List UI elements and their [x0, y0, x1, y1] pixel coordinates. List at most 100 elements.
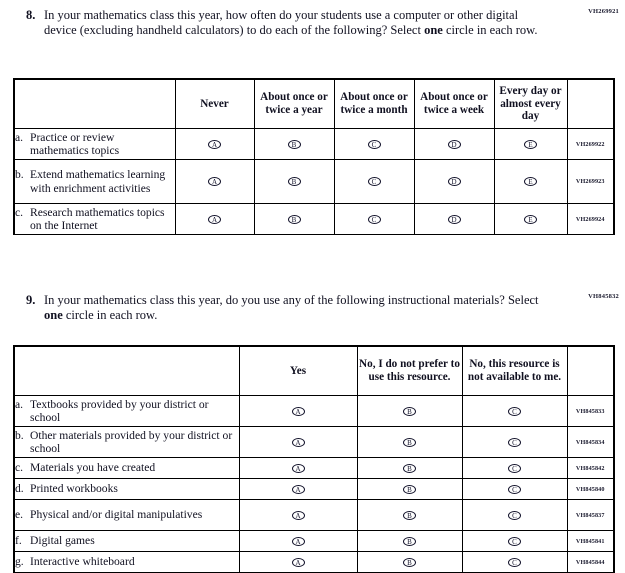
question-8-text-emphasis: one [424, 23, 443, 38]
row-label: Printed workbooks [30, 482, 118, 496]
response-option-cell-c[interactable]: C [333, 159, 415, 204]
response-option-cell-a[interactable]: A [238, 499, 358, 531]
row-item-label-cell: f. Digital games [13, 530, 240, 552]
response-bubble-b[interactable]: B [403, 406, 416, 416]
response-option-cell-a[interactable]: A [238, 551, 358, 573]
row-item-label-cell: c. Research mathematics topics on the Int… [13, 203, 176, 235]
response-option-cell-a[interactable]: A [238, 426, 358, 458]
response-bubble-b[interactable]: B [287, 177, 301, 187]
header-blank [13, 345, 240, 396]
response-option-cell-a[interactable]: A [174, 203, 255, 235]
response-bubble-a[interactable]: A [291, 510, 305, 520]
response-bubble-b[interactable]: B [403, 510, 416, 520]
response-bubble-b[interactable]: B [403, 437, 416, 447]
question-8-block: VH269921 8. In your mathematics class th… [0, 8, 625, 38]
response-bubble-c[interactable]: C [508, 484, 521, 494]
response-option-cell-b[interactable]: B [356, 426, 463, 458]
response-option-cell-c[interactable]: C [461, 395, 568, 427]
response-option-cell-a[interactable]: A [238, 530, 358, 552]
row-letter: c. [15, 461, 24, 475]
response-option-cell-e[interactable]: E [493, 159, 568, 204]
response-option-cell-b[interactable]: B [253, 159, 335, 204]
response-bubble-a[interactable]: A [291, 406, 305, 416]
response-option-cell-d[interactable]: D [413, 203, 495, 235]
header-code-column [566, 345, 615, 396]
response-bubble-c[interactable]: C [367, 177, 381, 187]
question-8-table-body: a. Practice or review mathematics topics A… [13, 128, 615, 235]
response-option-cell-d[interactable]: D [413, 128, 495, 160]
response-option-cell-c[interactable]: C [461, 478, 568, 500]
response-option-cell-b[interactable]: B [253, 128, 335, 160]
response-option-cell-c[interactable]: C [461, 499, 568, 531]
table-header-row: Never About once or twice a year About o… [13, 78, 615, 129]
row-letter: d. [15, 482, 24, 496]
question-9-text: In your mathematics class this year, do … [44, 293, 545, 323]
response-bubble-a[interactable]: A [208, 214, 221, 224]
response-option-cell-a[interactable]: A [174, 128, 255, 160]
response-bubble-c[interactable]: C [508, 463, 521, 473]
response-bubble-a[interactable]: A [291, 484, 305, 494]
response-bubble-c[interactable]: C [508, 510, 521, 520]
response-bubble-c[interactable]: C [508, 536, 521, 546]
response-bubble-d[interactable]: D [447, 214, 461, 224]
response-option-cell-e[interactable]: E [493, 128, 568, 160]
response-option-cell-a[interactable]: A [238, 478, 358, 500]
response-option-cell-b[interactable]: B [356, 499, 463, 531]
response-bubble-e[interactable]: E [524, 214, 537, 224]
header-code-column [566, 78, 615, 129]
row-item-code: VH845833 [566, 395, 615, 427]
response-option-cell-b[interactable]: B [356, 457, 463, 479]
row-item-label-cell: a. Textbooks provided by your district or… [13, 395, 240, 427]
table-row: e. Physical and/or digital manipulatives A… [13, 499, 615, 531]
row-item-label-cell: c. Materials you have created [13, 457, 240, 479]
response-bubble-b[interactable]: B [403, 536, 416, 546]
response-option-cell-c[interactable]: C [333, 128, 415, 160]
response-option-cell-e[interactable]: E [493, 203, 568, 235]
response-bubble-c[interactable]: C [508, 406, 521, 416]
response-bubble-b[interactable]: B [287, 139, 301, 149]
row-item-code: VH845840 [566, 478, 615, 500]
response-option-cell-b[interactable]: B [356, 478, 463, 500]
response-bubble-c[interactable]: C [508, 437, 521, 447]
response-option-cell-c[interactable]: C [461, 551, 568, 573]
response-option-cell-b[interactable]: B [253, 203, 335, 235]
table-row: c. Research mathematics topics on the Int… [13, 203, 615, 235]
response-option-cell-a[interactable]: A [238, 395, 358, 427]
response-bubble-b[interactable]: B [287, 214, 301, 224]
response-bubble-c[interactable]: C [367, 214, 381, 224]
response-bubble-a[interactable]: A [291, 557, 305, 567]
response-option-cell-c[interactable]: C [461, 530, 568, 552]
question-8-text-after: circle in each row. [442, 23, 538, 38]
header-about-once-week: About once or twice a week [413, 78, 495, 129]
response-bubble-a[interactable]: A [291, 463, 305, 473]
row-item-code: VH269923 [566, 159, 615, 204]
response-bubble-d[interactable]: D [447, 177, 461, 187]
response-bubble-a[interactable]: A [291, 536, 305, 546]
response-bubble-a[interactable]: A [208, 139, 221, 149]
response-option-cell-c[interactable]: C [461, 426, 568, 458]
response-option-cell-b[interactable]: B [356, 530, 463, 552]
response-bubble-c[interactable]: C [367, 139, 381, 149]
response-bubble-a[interactable]: A [208, 177, 221, 187]
response-bubble-b[interactable]: B [403, 484, 416, 494]
response-bubble-b[interactable]: B [403, 463, 416, 473]
response-option-cell-c[interactable]: C [333, 203, 415, 235]
response-option-cell-b[interactable]: B [356, 551, 463, 573]
question-8-table: Never About once or twice a year About o… [13, 78, 615, 235]
row-item-code: VH269924 [566, 203, 615, 235]
response-bubble-e[interactable]: E [524, 177, 537, 187]
response-bubble-c[interactable]: C [508, 557, 521, 567]
response-bubble-d[interactable]: D [447, 139, 461, 149]
row-letter: g. [15, 555, 24, 569]
response-bubble-a[interactable]: A [291, 437, 305, 447]
response-option-cell-a[interactable]: A [238, 457, 358, 479]
response-option-cell-d[interactable]: D [413, 159, 495, 204]
response-bubble-b[interactable]: B [403, 557, 416, 567]
response-option-cell-a[interactable]: A [174, 159, 255, 204]
table-row: g. Interactive whiteboard A B C VH845844 [13, 551, 615, 573]
response-bubble-e[interactable]: E [524, 139, 537, 149]
header-every-day: Every day or almost every day [493, 78, 568, 129]
row-item-label-cell: e. Physical and/or digital manipulatives [13, 499, 240, 531]
response-option-cell-c[interactable]: C [461, 457, 568, 479]
response-option-cell-b[interactable]: B [356, 395, 463, 427]
